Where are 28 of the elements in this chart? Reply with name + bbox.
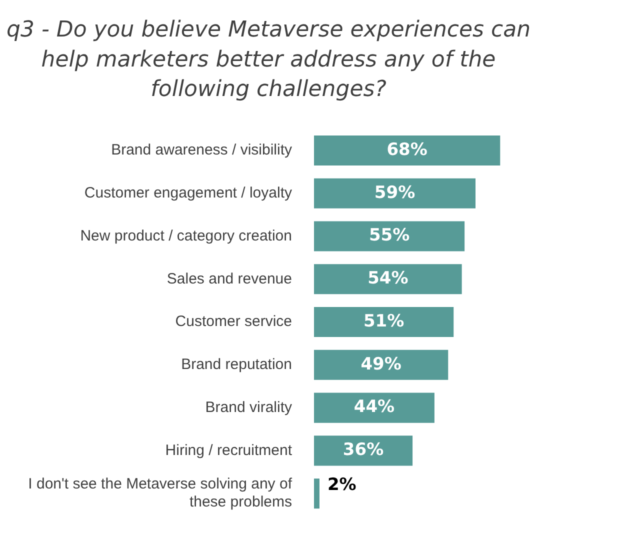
y-tick-label: I don't see the Metaverse solving any of these problems bbox=[28, 476, 293, 511]
y-tick-label: New product / category creation bbox=[80, 227, 292, 244]
y-tick-label: Sales and revenue bbox=[166, 270, 292, 288]
bar bbox=[314, 350, 448, 380]
data-label: 51% bbox=[363, 311, 404, 332]
data-label: 54% bbox=[368, 268, 408, 289]
bar bbox=[314, 136, 500, 166]
bar bbox=[314, 221, 465, 252]
data-label: 49% bbox=[360, 354, 402, 374]
data-label: 2% bbox=[327, 474, 356, 495]
bar bbox=[314, 307, 454, 338]
bar bbox=[314, 478, 320, 509]
y-tick-label: Customer service bbox=[175, 313, 292, 330]
chart-title: q3 - Do you believe Metaverse experiences can help marketers better address any of the following challenges? bbox=[6, 18, 531, 102]
bar bbox=[314, 178, 476, 208]
data-label: 55% bbox=[368, 226, 410, 246]
y-tick-label: Brand awareness / visibility bbox=[111, 142, 292, 159]
y-tick-label: Brand virality bbox=[205, 398, 292, 416]
data-label: 36% bbox=[342, 440, 384, 460]
y-tick-label: Hiring / recruitment bbox=[165, 442, 293, 459]
y-tick-label: Customer engagement / loyalty bbox=[84, 184, 292, 202]
data-label: 68% bbox=[386, 140, 428, 160]
data-label: 44% bbox=[354, 397, 395, 418]
data-label: 59% bbox=[374, 182, 416, 203]
bar bbox=[314, 392, 434, 423]
bar bbox=[314, 436, 413, 466]
bar bbox=[314, 264, 462, 294]
y-tick-label: Brand reputation bbox=[181, 356, 292, 374]
